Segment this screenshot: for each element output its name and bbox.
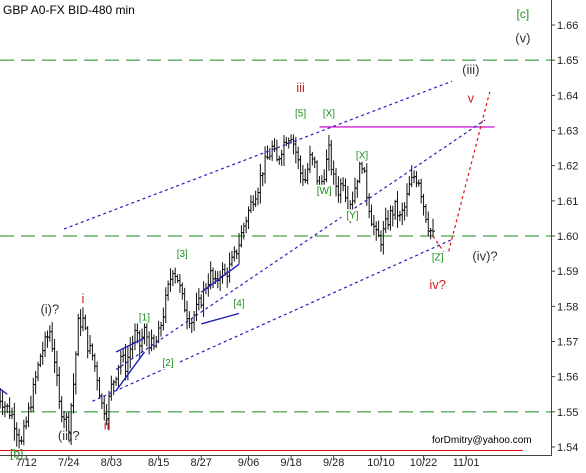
y-tick-label: 1.56 xyxy=(557,372,578,384)
x-tick-label: 7/12 xyxy=(15,457,36,468)
wave-label-bg xyxy=(133,311,156,324)
ohlc-bar xyxy=(431,218,435,238)
wave-label: (i)? xyxy=(40,301,59,316)
trend-line-7 xyxy=(201,312,240,325)
y-tick-label: 1.54 xyxy=(557,442,578,454)
x-tick-label: 9/06 xyxy=(238,457,259,468)
wave-label: [Z] xyxy=(426,251,450,264)
footer-email: forDmitry@yahoo.com xyxy=(432,435,532,446)
y-tick-label: 1.57 xyxy=(557,337,578,349)
wave-label-text: [W] xyxy=(317,186,332,197)
wave-label: i xyxy=(82,291,85,306)
trend-line-4 xyxy=(0,387,8,395)
x-tick-label: 8/03 xyxy=(101,457,122,468)
wave-label-text: i xyxy=(82,291,85,306)
wave-label-text: [X] xyxy=(323,108,335,119)
y-tick-label: 1.58 xyxy=(557,301,578,313)
price-bars xyxy=(0,134,435,449)
wave-label-text: [b] xyxy=(10,447,23,461)
y-tick-label: 1.59 xyxy=(557,266,578,278)
x-tick-label: 10/22 xyxy=(410,457,438,468)
wave-label: [3] xyxy=(170,248,194,261)
wave-label-text: (iv)? xyxy=(472,249,497,264)
wave-label: v xyxy=(468,90,475,105)
wave-label: [X] xyxy=(317,107,341,120)
wave-label: iii xyxy=(296,80,305,95)
wave-label: ii xyxy=(104,417,110,432)
wave-label-text: [1] xyxy=(139,312,150,323)
y-tick-label: 1.60 xyxy=(557,231,578,243)
wave-label: (iii) xyxy=(462,62,479,77)
wave-label: iv? xyxy=(429,277,446,292)
wave-label-text: [Y] xyxy=(346,210,358,221)
wave-label-bg xyxy=(227,297,251,310)
wave-label-text: v xyxy=(468,90,475,105)
axes xyxy=(0,0,552,456)
wave-label: [b] xyxy=(10,447,23,461)
y-tick-label: 1.65 xyxy=(557,55,578,67)
wave-label-bg xyxy=(289,107,312,120)
y-tick-label: 1.55 xyxy=(557,407,578,419)
wave-label: [4] xyxy=(227,297,251,310)
wave-label: [2] xyxy=(156,357,180,370)
guide-lines xyxy=(0,59,551,452)
wave-label-bg xyxy=(156,357,180,370)
wave-label: [5] xyxy=(289,107,312,120)
trend-lines xyxy=(0,80,495,402)
wave-label-bg xyxy=(170,248,194,261)
x-tick-label: 10/10 xyxy=(367,457,395,468)
y-tick-label: 1.62 xyxy=(557,161,578,173)
wave-label: (ii)? xyxy=(58,428,80,443)
wave-label-text: [3] xyxy=(177,249,188,260)
x-tick-label: 11/01 xyxy=(453,457,480,468)
wave-label-bg xyxy=(312,184,336,197)
wave-label-text: [4] xyxy=(233,298,244,309)
tick-labels: 1.54 1.55 1.56 1.57 1.58 1.59 1.60 1.61 1.62 1.63… xyxy=(15,20,578,469)
y-tick-label: 1.64 xyxy=(557,90,578,102)
x-tick-label: 9/18 xyxy=(280,457,301,468)
x-tick-label: 7/24 xyxy=(58,457,79,468)
wave-label-text: [5] xyxy=(295,108,306,119)
wave-label-text: [c] xyxy=(517,7,530,21)
trend-line-5 xyxy=(115,337,145,353)
wave-label-text: iii xyxy=(296,80,305,95)
trend-line-8 xyxy=(200,263,240,293)
trend-line-9 xyxy=(432,235,448,258)
wave-label-text: [2] xyxy=(163,358,174,369)
wave-label-bg xyxy=(341,209,364,222)
wave-label-text: (ii)? xyxy=(58,428,80,443)
chart-title: GBP A0-FX BID-480 min xyxy=(3,3,135,17)
wave-label: [Y] xyxy=(341,209,364,222)
wave-label-bg xyxy=(317,107,341,120)
wave-label: [W] xyxy=(312,184,336,197)
wave-label-text: [X] xyxy=(356,151,368,162)
wave-label-bg xyxy=(426,251,450,264)
x-tick-label: 8/27 xyxy=(191,457,212,468)
wave-label-text: iv? xyxy=(429,277,446,292)
trend-line-2 xyxy=(115,119,486,371)
trend-line-6 xyxy=(115,351,146,392)
wave-label: [1] xyxy=(133,311,156,324)
wave-label-text: (v) xyxy=(515,31,530,46)
wave-label-text: (i)? xyxy=(40,301,59,316)
wave-label-text: [Z] xyxy=(432,253,444,264)
wave-label: (v) xyxy=(515,31,530,46)
wave-label-bg xyxy=(350,149,374,162)
wave-label-text: (iii) xyxy=(462,62,479,77)
x-tick-label: 9/28 xyxy=(323,457,344,468)
wave-label-text: ii xyxy=(104,417,110,432)
y-tick-label: 1.61 xyxy=(557,196,578,208)
y-tick-label: 1.66 xyxy=(557,20,578,32)
y-tick-label: 1.63 xyxy=(557,126,578,138)
wave-label: [c] xyxy=(517,7,530,21)
trend-line-10 xyxy=(446,91,491,258)
wave-label: [X] xyxy=(350,149,374,162)
x-tick-label: 8/15 xyxy=(148,457,169,468)
wave-label: (iv)? xyxy=(472,249,497,264)
